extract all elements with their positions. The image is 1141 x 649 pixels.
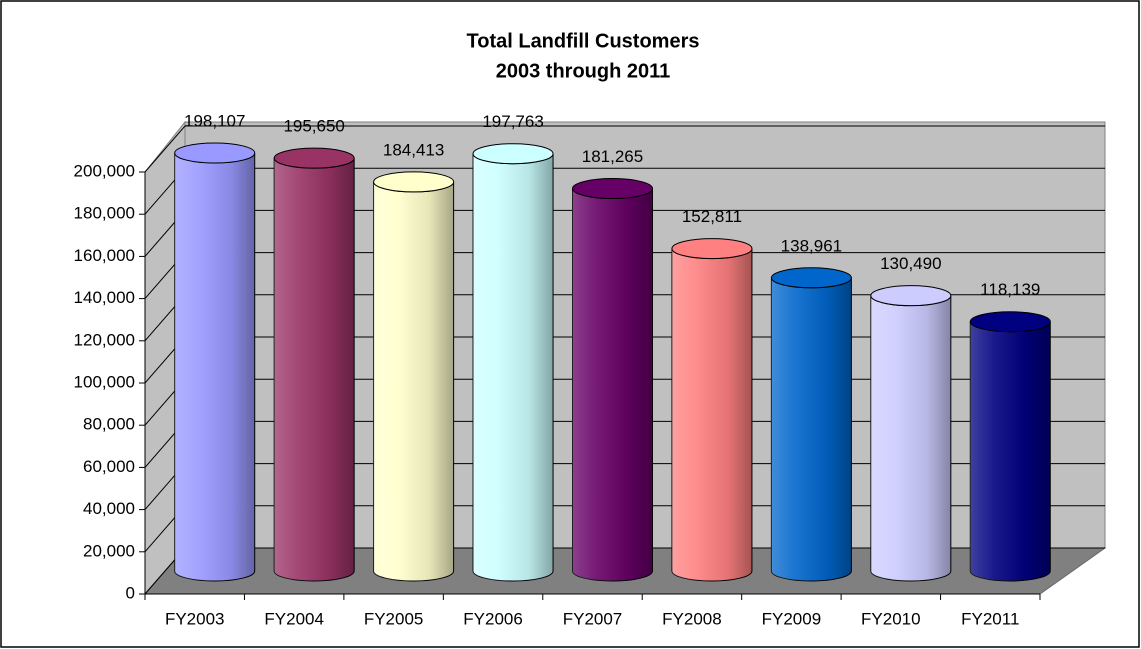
value-label: 181,265: [582, 147, 643, 166]
value-label: 130,490: [880, 254, 941, 273]
y-tick-label: 120,000: [74, 330, 135, 349]
chart-title: Total Landfill Customers: [467, 30, 700, 52]
x-tick-label: FY2007: [563, 609, 623, 628]
y-tick-label: 40,000: [83, 499, 135, 518]
x-tick-label: FY2008: [662, 609, 722, 628]
bar-shade: [870, 295, 951, 581]
y-tick-label: 20,000: [83, 541, 135, 560]
bar-shade: [473, 153, 554, 581]
bar-top: [373, 171, 455, 193]
x-tick-label: FY2011: [961, 609, 1019, 628]
value-label: 138,961: [781, 236, 842, 255]
bar-shade: [174, 152, 255, 581]
y-tick-label: 200,000: [74, 161, 135, 180]
x-tick-label: FY2006: [463, 609, 523, 628]
bar-top: [273, 147, 355, 169]
bar-top: [472, 143, 554, 165]
y-tick-label: 140,000: [74, 288, 135, 307]
bar-top: [572, 178, 653, 200]
x-tick-label: FY2003: [165, 609, 225, 628]
x-tick-label: FY2004: [264, 609, 324, 628]
grid-line: [144, 125, 1105, 173]
y-tick-label: 60,000: [83, 457, 135, 476]
value-label: 198,107: [184, 111, 245, 130]
value-label: 118,139: [980, 280, 1040, 299]
bar-top: [870, 285, 952, 307]
y-tick-label: 0: [126, 583, 135, 602]
value-label: 195,650: [283, 117, 344, 136]
bar-top: [174, 142, 256, 164]
bar-top: [770, 267, 852, 289]
bar-shade: [771, 277, 852, 581]
bar-shade: [274, 158, 355, 581]
bar-top: [671, 238, 753, 260]
value-label: 184,413: [383, 140, 444, 159]
bar-shade: [671, 248, 752, 581]
value-label: 152,811: [682, 207, 742, 226]
x-tick-label: FY2010: [861, 609, 921, 628]
y-tick-label: 100,000: [74, 372, 135, 391]
value-label: 197,763: [482, 112, 543, 131]
bar-shade: [373, 181, 454, 582]
bar-shade: [970, 321, 1051, 581]
y-tick-label: 180,000: [74, 204, 135, 223]
bar-top: [969, 311, 1051, 333]
x-tick-label: FY2009: [762, 609, 822, 628]
y-tick-label: 160,000: [74, 246, 135, 265]
bar-shade: [572, 188, 653, 581]
y-tick-label: 80,000: [83, 415, 135, 434]
x-tick-label: FY2005: [364, 609, 424, 628]
chart-subtitle: 2003 through 2011: [496, 60, 671, 82]
